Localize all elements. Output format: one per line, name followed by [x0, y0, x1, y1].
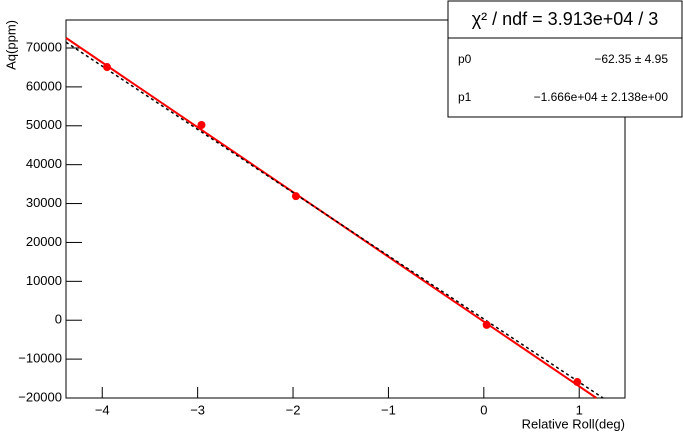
stats-param-name: p0: [458, 52, 472, 66]
x-axis-title: Relative Roll(deg): [522, 416, 625, 431]
x-tick-label: −2: [286, 402, 301, 417]
data-point: [482, 320, 491, 329]
stats-title: χ² / ndf = 3.913e+04 / 3: [472, 9, 659, 29]
x-tick-label: −4: [95, 402, 110, 417]
x-tick-label: 0: [480, 402, 487, 417]
stats-param-name: p1: [458, 90, 472, 104]
y-tick-label: −10000: [18, 351, 62, 366]
stats-param-value: −62.35 ± 4.95: [594, 52, 668, 66]
fit-line: [65, 41, 604, 399]
marks: −4 −3 −2 −1 0 1 −20000 −10000 0 10000 20000 30000 40…: [18, 37, 604, 417]
y-tick-label: 60000: [26, 78, 62, 93]
stats-param-value: −1.666e+04 ± 2.138e+00: [534, 90, 669, 104]
data-point: [103, 63, 112, 72]
y-tick-label: 30000: [26, 195, 62, 210]
x-tick-label: 1: [576, 402, 583, 417]
y-tick-label: 0: [55, 312, 62, 327]
y-axis-title: Aq(ppm): [3, 20, 18, 70]
y-tick-label: 40000: [26, 156, 62, 171]
plot-frame: [65, 19, 626, 399]
y-tick-label: 20000: [26, 234, 62, 249]
x-tick-label: −1: [381, 402, 396, 417]
data-point: [197, 121, 206, 129]
y-tick-label: 50000: [26, 117, 62, 132]
y-tick-label: 70000: [26, 39, 62, 54]
stats-box: [447, 0, 683, 118]
x-tick-label: −3: [190, 402, 205, 417]
y-tick-label: −20000: [18, 389, 62, 404]
data-point: [573, 378, 582, 387]
y-tick-label: 10000: [26, 273, 62, 288]
data-point: [291, 192, 300, 201]
